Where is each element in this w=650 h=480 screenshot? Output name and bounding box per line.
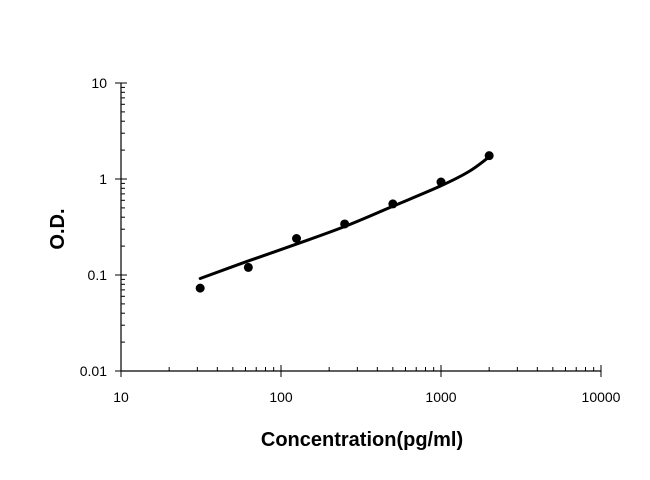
y-tick-label: 1 [99, 171, 107, 187]
data-point [484, 151, 494, 161]
data-point [195, 283, 205, 293]
axes: 0.01 0.1 1 10 10 100 1000 10000 [80, 75, 621, 405]
y-axis-title: O.D. [47, 208, 69, 249]
x-tick-label: 1000 [425, 389, 456, 405]
y-tick-label: 10 [91, 75, 107, 91]
x-tick-label: 100 [269, 389, 293, 405]
y-tick-label: 0.01 [80, 363, 107, 379]
x-tick-label: 10000 [582, 389, 621, 405]
x-tick-label: 10 [113, 389, 129, 405]
y-tick-label: 0.1 [88, 267, 108, 283]
data-points [195, 151, 494, 293]
data-point [388, 199, 398, 209]
data-point [243, 262, 253, 272]
data-point [292, 233, 302, 243]
x-axis-title: Concentration(pg/ml) [261, 429, 463, 451]
fit-curve-layer [198, 155, 491, 280]
data-point [340, 219, 350, 229]
data-point [436, 177, 446, 187]
fit-curve-line [198, 155, 491, 280]
